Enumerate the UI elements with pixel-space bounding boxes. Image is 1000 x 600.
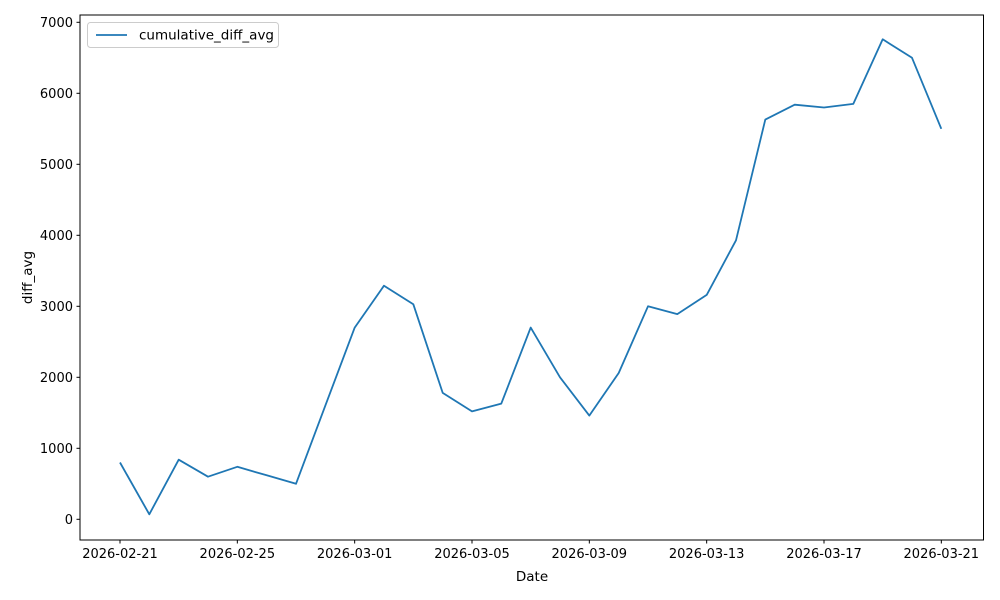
x-tick-label: 2026-03-17 xyxy=(786,547,862,562)
x-tick-label: 2026-03-21 xyxy=(904,547,980,562)
x-tick-label: 2026-03-09 xyxy=(552,547,628,562)
legend: cumulative_diff_avg xyxy=(87,22,279,48)
x-tick-label: 2026-02-21 xyxy=(82,547,158,562)
y-tick-label: 2000 xyxy=(40,371,73,386)
x-axis: 2026-02-21 2026-02-25 2026-03-01 2026-03-05… xyxy=(82,540,979,562)
legend-box xyxy=(87,22,279,48)
y-tick-label: 6000 xyxy=(40,87,73,102)
plot-border xyxy=(79,14,984,541)
series-layer xyxy=(119,38,943,516)
y-tick-label: 0 xyxy=(65,513,73,528)
y-axis-label: diff_avg xyxy=(20,251,36,304)
y-tick-label: 3000 xyxy=(40,300,73,315)
y-tick-label: 4000 xyxy=(40,229,73,244)
x-tick-label: 2026-03-05 xyxy=(434,547,510,562)
x-tick-label: 2026-02-25 xyxy=(200,547,276,562)
x-tick-label: 2026-03-01 xyxy=(317,547,393,562)
series-cumulative_diff_avg xyxy=(119,38,943,516)
y-tick-label: 1000 xyxy=(40,442,73,457)
legend-label: cumulative_diff_avg xyxy=(139,28,274,44)
y-tick-label: 5000 xyxy=(40,158,73,173)
y-tick-label: 7000 xyxy=(40,16,73,31)
x-axis-label: Date xyxy=(516,569,548,585)
y-axis: 0 1000 2000 3000 4000 5000 6000 7000 xyxy=(40,16,80,528)
x-tick-label: 2026-03-13 xyxy=(669,547,745,562)
